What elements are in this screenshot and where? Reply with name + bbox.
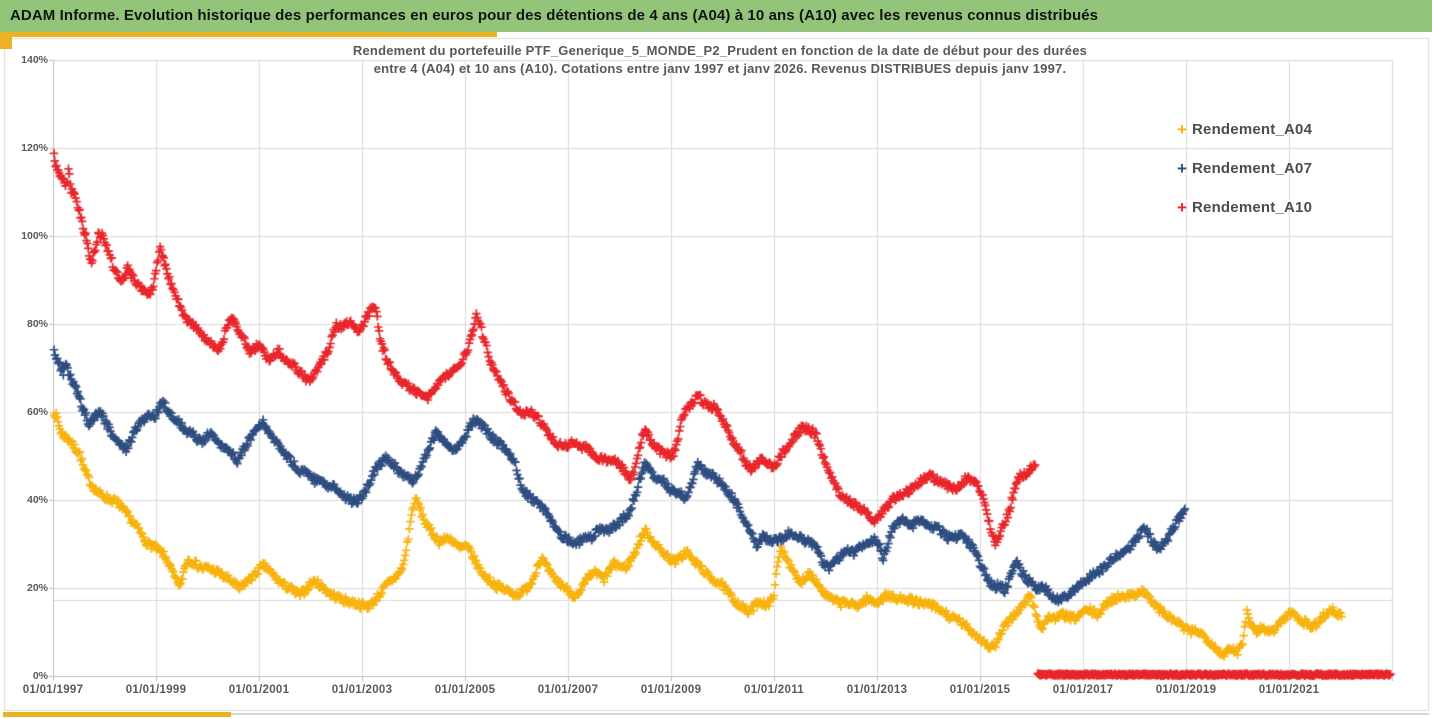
gold-accent-underline	[0, 32, 497, 37]
x-axis-label: 01/01/2011	[744, 684, 804, 696]
y-axis-label: 80%	[26, 318, 48, 330]
legend-item-rendement-a10[interactable]: + Rendement_A10	[1172, 199, 1312, 238]
y-axis-label: 120%	[21, 142, 48, 154]
x-axis-label: 01/01/2015	[949, 684, 1011, 696]
x-axis-label: 01/01/2001	[228, 684, 290, 696]
x-axis-label: 01/01/1997	[22, 684, 84, 696]
gold-accent-corner	[0, 32, 12, 49]
x-axis-label: 01/01/2019	[1155, 684, 1217, 696]
x-axis-label: 01/01/2013	[846, 684, 908, 696]
legend-label: Rendement_A04	[1192, 121, 1313, 138]
x-axis-label: 01/01/2021	[1258, 684, 1320, 696]
chart-title-line1: Rendement du portefeuille PTF_Generique_…	[352, 43, 1088, 58]
plus-marker-icon: +	[1177, 120, 1187, 139]
x-axis-label: 01/01/2007	[537, 684, 599, 696]
x-axis-label: 01/01/2003	[331, 684, 393, 696]
plus-marker-icon: +	[1177, 198, 1187, 217]
header-title: ADAM Informe. Evolution historique des p…	[10, 7, 1099, 24]
y-axis-label: 100%	[21, 230, 48, 242]
x-axis-label: 01/01/2005	[434, 684, 496, 696]
bottom-rule	[231, 713, 1429, 715]
x-axis-label: 01/01/2009	[640, 684, 702, 696]
y-axis-label: 20%	[26, 582, 48, 594]
x-axis-label: 01/01/2017	[1052, 684, 1114, 696]
legend-item-rendement-a04[interactable]: + Rendement_A04	[1172, 121, 1312, 160]
gold-accent-bottom	[3, 712, 231, 717]
legend-label: Rendement_A07	[1192, 160, 1313, 177]
x-axis-label: 01/01/1999	[125, 684, 187, 696]
chart-legend: + Rendement_A04 + Rendement_A07 + Rendem…	[1172, 121, 1312, 238]
chart-title: Rendement du portefeuille PTF_Generique_…	[40, 42, 1400, 78]
header-bar: ADAM Informe. Evolution historique des p…	[0, 0, 1432, 32]
y-axis-label: 140%	[21, 54, 48, 66]
plus-marker-icon: +	[1177, 159, 1187, 178]
y-axis-label: 40%	[26, 494, 48, 506]
y-axis-label: 0%	[32, 670, 48, 682]
chart-title-line2: entre 4 (A04) et 10 ans (A10). Cotations…	[373, 61, 1067, 76]
legend-label: Rendement_A10	[1192, 199, 1313, 216]
y-axis-label: 60%	[26, 406, 48, 418]
legend-item-rendement-a07[interactable]: + Rendement_A07	[1172, 160, 1312, 199]
